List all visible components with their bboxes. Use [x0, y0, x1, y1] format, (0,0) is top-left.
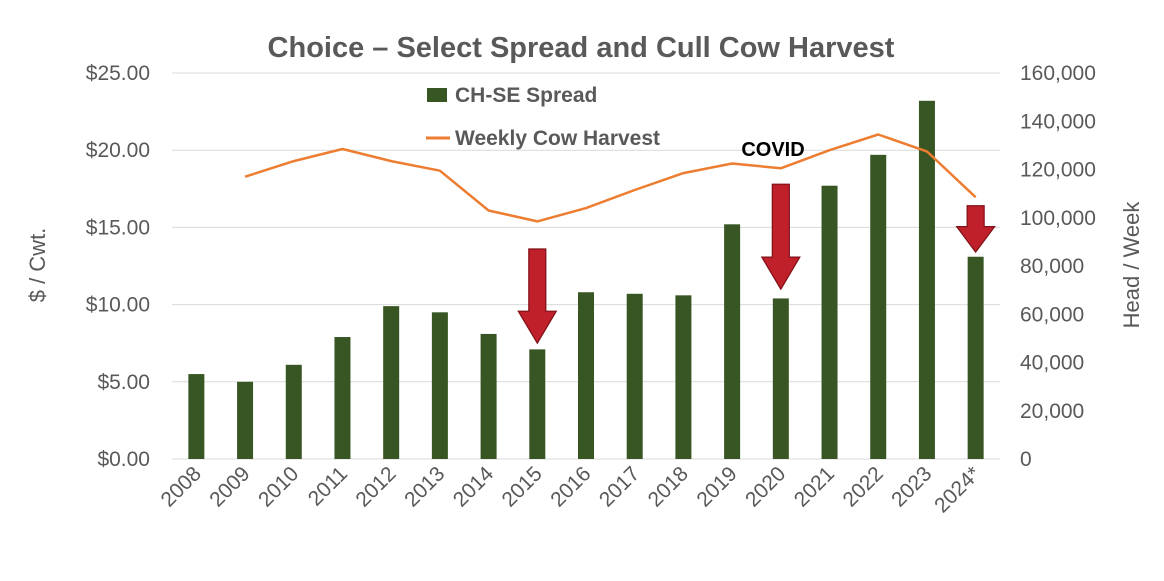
x-tick-label: 2012	[351, 462, 400, 511]
bar	[334, 337, 351, 459]
left-tick-label: $0.00	[97, 448, 150, 471]
bar	[188, 374, 205, 459]
line-series	[244, 133, 977, 223]
down-arrow	[517, 248, 558, 345]
arrow-annotations	[517, 183, 996, 345]
left-tick-label: $25.00	[86, 62, 150, 85]
right-tick-label: 60,000	[1020, 303, 1084, 326]
x-tick-label: 2014	[449, 462, 499, 512]
x-tick-label: 2013	[400, 462, 449, 511]
down-arrow	[760, 183, 801, 291]
x-tick-label: 2008	[157, 462, 206, 511]
x-tick-label: 2017	[595, 462, 644, 511]
bar	[431, 312, 448, 459]
bar	[578, 292, 594, 459]
chart-title: Choice – Select Spread and Cull Cow Harv…	[268, 32, 895, 64]
x-tick-label: 2016	[546, 462, 595, 511]
bar	[675, 295, 692, 459]
bar	[480, 333, 497, 459]
right-tick-label: 20,000	[1020, 400, 1084, 423]
bar	[821, 185, 838, 459]
bar	[918, 100, 935, 460]
right-tick-label: 40,000	[1020, 352, 1084, 375]
right-tick-label: 160,000	[1020, 62, 1096, 85]
x-tick-label: 2023	[887, 462, 936, 511]
legend-label-harvest: Weekly Cow Harvest	[455, 127, 660, 150]
left-tick-label: $10.00	[86, 294, 150, 317]
x-tick-label: 2010	[254, 462, 303, 511]
legend-swatch-bar	[427, 88, 447, 102]
right-tick-label: 100,000	[1020, 207, 1096, 230]
legend-label-spread: CH-SE Spread	[455, 84, 597, 107]
left-tick-label: $5.00	[97, 371, 150, 394]
left-axis-ticks: $0.00 $5.00 $10.00 $15.00 $20.00 $25.00	[86, 62, 150, 471]
right-tick-label: 120,000	[1020, 159, 1096, 182]
bar	[772, 298, 789, 459]
bar	[967, 256, 984, 459]
bar	[724, 224, 741, 459]
bar-series	[188, 100, 984, 460]
bar	[237, 381, 254, 459]
x-tick-label: 2015	[498, 462, 547, 511]
x-tick-label: 2011	[304, 462, 352, 510]
down-arrow	[955, 205, 996, 254]
bar	[870, 154, 887, 459]
x-tick-label: 2021	[790, 462, 839, 511]
right-tick-label: 140,000	[1020, 110, 1096, 133]
x-tick-label: 2019	[692, 462, 741, 511]
x-tick-label: 2020	[741, 462, 790, 511]
right-axis-label: Head / Week	[1119, 201, 1144, 329]
right-tick-label: 80,000	[1020, 255, 1084, 278]
x-tick-label: 2009	[205, 462, 254, 511]
left-tick-label: $15.00	[86, 216, 150, 239]
bar	[626, 293, 643, 459]
x-tick-label: 2024*	[930, 462, 985, 517]
x-tick-label: 2018	[644, 462, 693, 511]
left-axis-label: $ / Cwt.	[25, 228, 50, 303]
covid-annotation: COVID	[741, 139, 804, 161]
bar	[529, 349, 546, 459]
right-tick-label: 0	[1020, 448, 1032, 471]
bar	[383, 306, 400, 459]
right-axis-ticks: 0 20,000 40,000 60,000 80,000 100,000 120,000 1…	[1020, 62, 1096, 471]
left-tick-label: $20.00	[86, 139, 150, 162]
x-tick-label: 2022	[838, 462, 887, 511]
harvest-line	[244, 133, 977, 223]
bar	[285, 364, 302, 459]
x-axis-ticks: 2008 2009 2010 2011 2012 2013 2014 2015 2016 2017…	[157, 462, 986, 517]
legend: CH-SE Spread Weekly Cow Harvest	[426, 84, 660, 150]
